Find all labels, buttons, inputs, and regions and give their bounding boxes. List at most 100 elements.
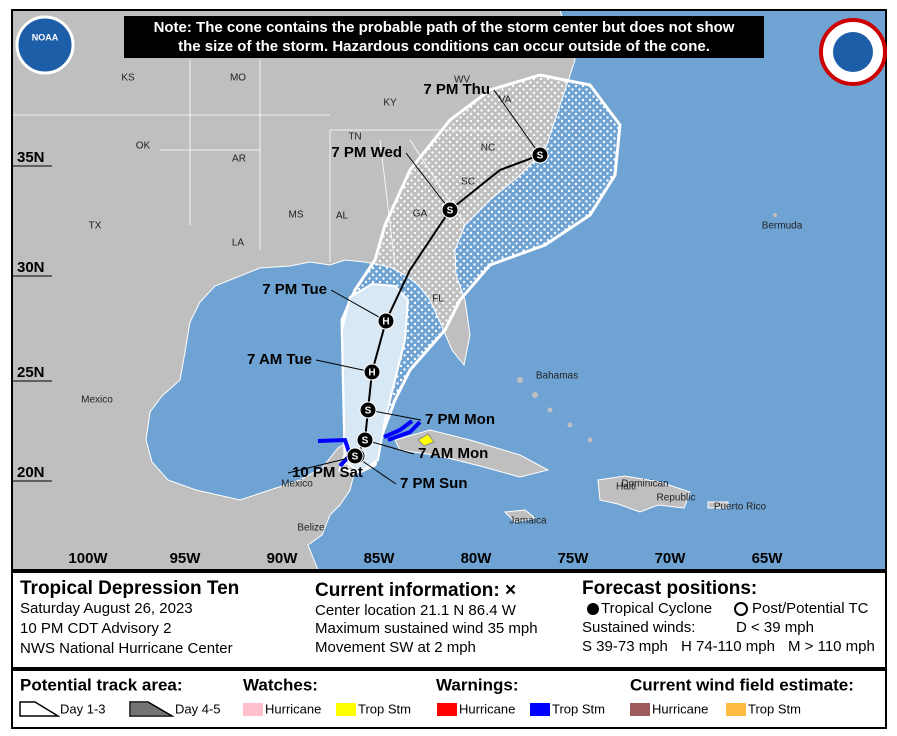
land [707,501,729,509]
date: Saturday August 26, 2023 [20,600,193,617]
forecast-text: S 39-73 mph [582,638,668,655]
legend-text: Day 1-3 [60,701,106,716]
lon-label: 85W [364,550,396,567]
place-label: Mexico [281,479,313,490]
land [597,475,691,513]
legend-text: Trop Stm [748,701,801,716]
place-label: TX [89,221,102,232]
lon-label: 80W [461,550,493,567]
forecast-point [356,431,374,449]
leader [367,409,422,421]
point-time: 10 PM Sat [292,464,363,481]
place-label: TN [348,132,361,143]
forecast-text: H 74-110 mph [681,638,775,655]
legend-text: Day 4-5 [175,701,221,716]
place-label: LA [232,238,245,249]
point-symbol: H [382,317,389,328]
place-label: Dominican [621,479,668,490]
lat-label: 25N [17,364,45,381]
point-time: 7 AM Mon [418,445,488,462]
map-frame [11,9,887,571]
forecast-text: M > 110 mph [788,638,875,655]
point-time: 7 PM Mon [425,411,495,428]
place-label: Bermuda [762,221,803,232]
place-label: Puerto Rico [714,502,767,513]
place-label: WV [454,75,470,86]
advisory: 10 PM CDT Advisory 2 [20,620,171,637]
current-line: Maximum sustained wind 35 mph [315,620,538,637]
place-label: OK [136,141,151,152]
legend-swatch [530,703,550,716]
forecast-point [441,201,459,219]
place-label: AR [232,154,246,165]
legend-title: Warnings: [436,675,518,694]
legend-text: Hurricane [265,701,321,716]
point-symbol: S [537,151,544,162]
lat-label: 30N [17,259,45,276]
legend-text: Trop Stm [358,701,411,716]
place-label: VA [499,95,512,106]
point-symbol: S [362,436,369,447]
place-label: Belize [297,523,325,534]
watch-trop-stm [417,433,435,447]
current-line: Center location 21.1 N 86.4 W [315,602,517,619]
legend-swatch [336,703,356,716]
lon-label: 75W [558,550,590,567]
point-time: 7 AM Tue [247,351,312,368]
icon-day13 [19,701,61,717]
current-line: Movement SW at 2 mph [315,639,476,656]
lat-label: 35N [17,149,45,166]
current-heading: Current information: × [315,580,516,601]
point-symbol: S [352,452,359,463]
place-label: KY [383,98,397,109]
point-time: 7 PM Wed [331,144,402,161]
forecast-text: D < 39 mph [736,619,814,636]
legend-text: Hurricane [652,701,708,716]
place-label: Mexico [81,395,113,406]
point-symbol: S [365,406,372,417]
place-label: Republic [657,493,696,504]
info-panel [11,571,887,669]
forecast-text: Sustained winds: [582,619,695,636]
legend-text: Hurricane [459,701,515,716]
office: NWS National Hurricane Center [20,640,233,657]
noaa-logo [15,15,75,75]
forecast-point [363,363,381,381]
point-symbol: S [447,206,454,217]
legend-title: Potential track area: [20,675,183,694]
legend-panel [11,669,887,729]
lon-label: 65W [752,550,784,567]
place-label: Bahamas [536,371,578,382]
icon-ptc [734,602,748,616]
note: Note: The cone contains the probable pat… [154,19,735,36]
legend-swatch [630,703,650,716]
forecast-point [359,401,377,419]
leader [405,152,451,211]
forecast-text: Post/Potential TC [752,600,869,617]
place-label: KS [121,73,135,84]
icon-tc [587,603,599,615]
place-label: FL [432,294,444,305]
forecast-heading: Forecast positions: [582,578,757,599]
lon-label: 90W [267,550,299,567]
map: KS MO WV VA KY TN NC OK AR SC MS AL GA TX LA FL Bermuda B… [12,10,803,570]
place-label: NC [481,143,495,154]
place-label: MS [289,210,304,221]
place-label: SC [461,177,475,188]
forecast-point [346,447,364,465]
lon-label: 95W [170,550,202,567]
place-label: Jamaica [509,516,547,527]
place-label: GA [413,209,428,220]
leader [493,89,541,156]
place-label: MO [230,73,246,84]
forecast-text: Tropical Cyclone [601,600,712,617]
nws-logo-inner [833,32,873,72]
legend-swatch [243,703,263,716]
lon-label: 70W [655,550,687,567]
place-label: Haiti [616,482,636,493]
forecast-point [531,146,549,164]
legend-swatch [437,703,457,716]
note: the size of the storm. Hazardous conditi… [178,38,710,55]
noaa-logo-text: NOAA [32,32,59,42]
leader [315,359,373,373]
